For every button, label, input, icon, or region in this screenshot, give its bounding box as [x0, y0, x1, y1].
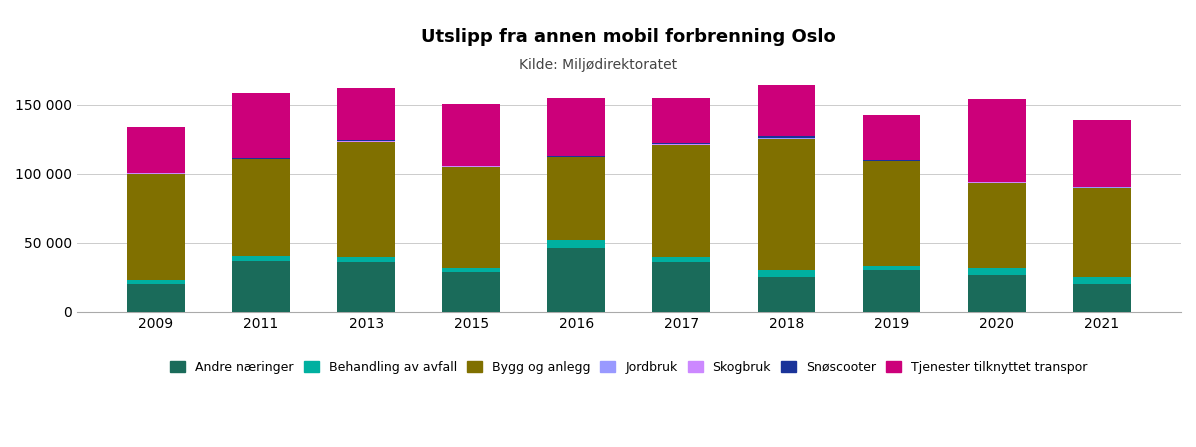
Title: Utslipp fra annen mobil forbrenning Oslo: Utslipp fra annen mobil forbrenning Oslo	[421, 29, 836, 46]
Bar	[653, 97, 710, 143]
Bar	[127, 284, 185, 312]
Bar	[653, 257, 710, 262]
Bar	[862, 161, 921, 266]
Bar	[337, 257, 395, 262]
Bar	[443, 272, 500, 312]
Legend: Andre næringer, Behandling av avfall, Bygg og anlegg, Jordbruk, Skogbruk, Snøsco: Andre næringer, Behandling av avfall, By…	[165, 356, 1092, 379]
Bar	[862, 266, 921, 270]
Bar	[337, 262, 395, 312]
Bar	[337, 142, 395, 257]
Bar	[757, 85, 816, 136]
Bar	[968, 274, 1025, 312]
Bar	[548, 240, 605, 249]
Bar	[548, 97, 605, 156]
Bar	[862, 115, 921, 160]
Bar	[232, 159, 289, 256]
Bar	[443, 268, 500, 272]
Text: Kilde: Miljødirektoratet: Kilde: Miljødirektoratet	[519, 58, 677, 72]
Bar	[337, 88, 395, 140]
Bar	[757, 270, 816, 278]
Bar	[968, 183, 1025, 268]
Bar	[232, 261, 289, 312]
Bar	[653, 262, 710, 312]
Bar	[1073, 278, 1130, 284]
Bar	[232, 256, 289, 261]
Bar	[127, 127, 185, 173]
Bar	[232, 158, 289, 159]
Bar	[1073, 120, 1130, 187]
Bar	[337, 140, 395, 142]
Bar	[443, 167, 500, 268]
Bar	[1073, 284, 1130, 312]
Bar	[232, 93, 289, 158]
Bar	[653, 143, 710, 144]
Bar	[443, 104, 500, 166]
Bar	[548, 249, 605, 312]
Bar	[127, 280, 185, 284]
Bar	[548, 157, 605, 240]
Bar	[968, 268, 1025, 274]
Bar	[968, 99, 1025, 182]
Bar	[548, 156, 605, 157]
Bar	[653, 145, 710, 257]
Bar	[757, 136, 816, 138]
Bar	[757, 278, 816, 312]
Bar	[1073, 188, 1130, 278]
Bar	[127, 174, 185, 280]
Bar	[757, 139, 816, 270]
Bar	[862, 270, 921, 312]
